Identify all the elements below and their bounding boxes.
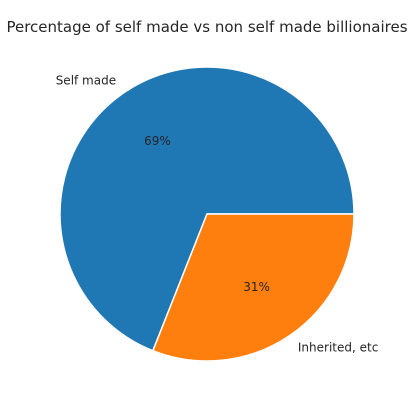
slice-category-label: Inherited, etc <box>298 341 378 355</box>
chart-title: Percentage of self made vs non self made… <box>6 18 407 36</box>
pie-slice-0 <box>59 66 355 352</box>
pie-labels: Self made 69% Inherited, etc 31% <box>56 73 379 354</box>
pie-slices <box>59 66 355 362</box>
slice-percent-label: 31% <box>243 280 270 294</box>
slice-category-label: Self made <box>56 73 116 87</box>
slice-percent-label: 69% <box>144 134 171 148</box>
pie-slice-1 <box>152 213 355 362</box>
